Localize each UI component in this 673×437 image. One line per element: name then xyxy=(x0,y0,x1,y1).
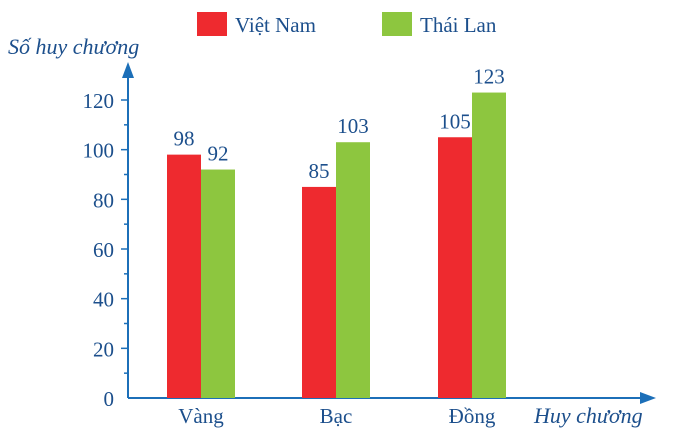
x-tick-label: Vàng xyxy=(178,404,224,428)
legend-swatch-vietnam xyxy=(197,12,227,36)
bar-thailan-2 xyxy=(472,92,506,399)
y-tick-label: 80 xyxy=(93,188,114,212)
data-label: 105 xyxy=(439,109,471,133)
x-axis-title: Huy chương xyxy=(533,403,643,428)
x-tick-label: Đồng xyxy=(449,404,496,428)
x-tick-label: Bạc xyxy=(320,404,353,428)
y-tick-label: 20 xyxy=(93,337,114,361)
data-label: 103 xyxy=(337,114,369,138)
data-label: 98 xyxy=(174,127,195,151)
y-tick-label: 40 xyxy=(93,288,114,312)
legend-swatch-thailan xyxy=(382,12,412,36)
y-tick-label: 100 xyxy=(83,139,115,163)
legend-label-vietnam: Việt Nam xyxy=(235,13,316,37)
y-tick-label: 120 xyxy=(83,89,115,113)
y-axis-arrow xyxy=(122,62,134,78)
y-ticks: 0 20 40 60 80 100 120 xyxy=(83,89,128,411)
bar-vietnam-0 xyxy=(167,154,201,398)
legend-label-thailan: Thái Lan xyxy=(420,13,497,37)
x-axis-arrow xyxy=(640,392,656,404)
y-tick-label: 0 xyxy=(104,387,115,411)
bar-thailan-1 xyxy=(336,142,370,398)
x-tick-labels: Vàng Bạc Đồng xyxy=(178,404,496,428)
data-label: 85 xyxy=(309,159,330,183)
legend: Việt Nam Thái Lan xyxy=(197,12,497,37)
data-label: 123 xyxy=(473,65,505,89)
bar-thailan-0 xyxy=(201,169,235,398)
data-label: 92 xyxy=(208,142,229,166)
bar-vietnam-2 xyxy=(438,137,472,398)
y-axis-title: Số huy chương xyxy=(8,34,139,59)
y-tick-label: 60 xyxy=(93,238,114,262)
bar-vietnam-1 xyxy=(302,186,336,398)
